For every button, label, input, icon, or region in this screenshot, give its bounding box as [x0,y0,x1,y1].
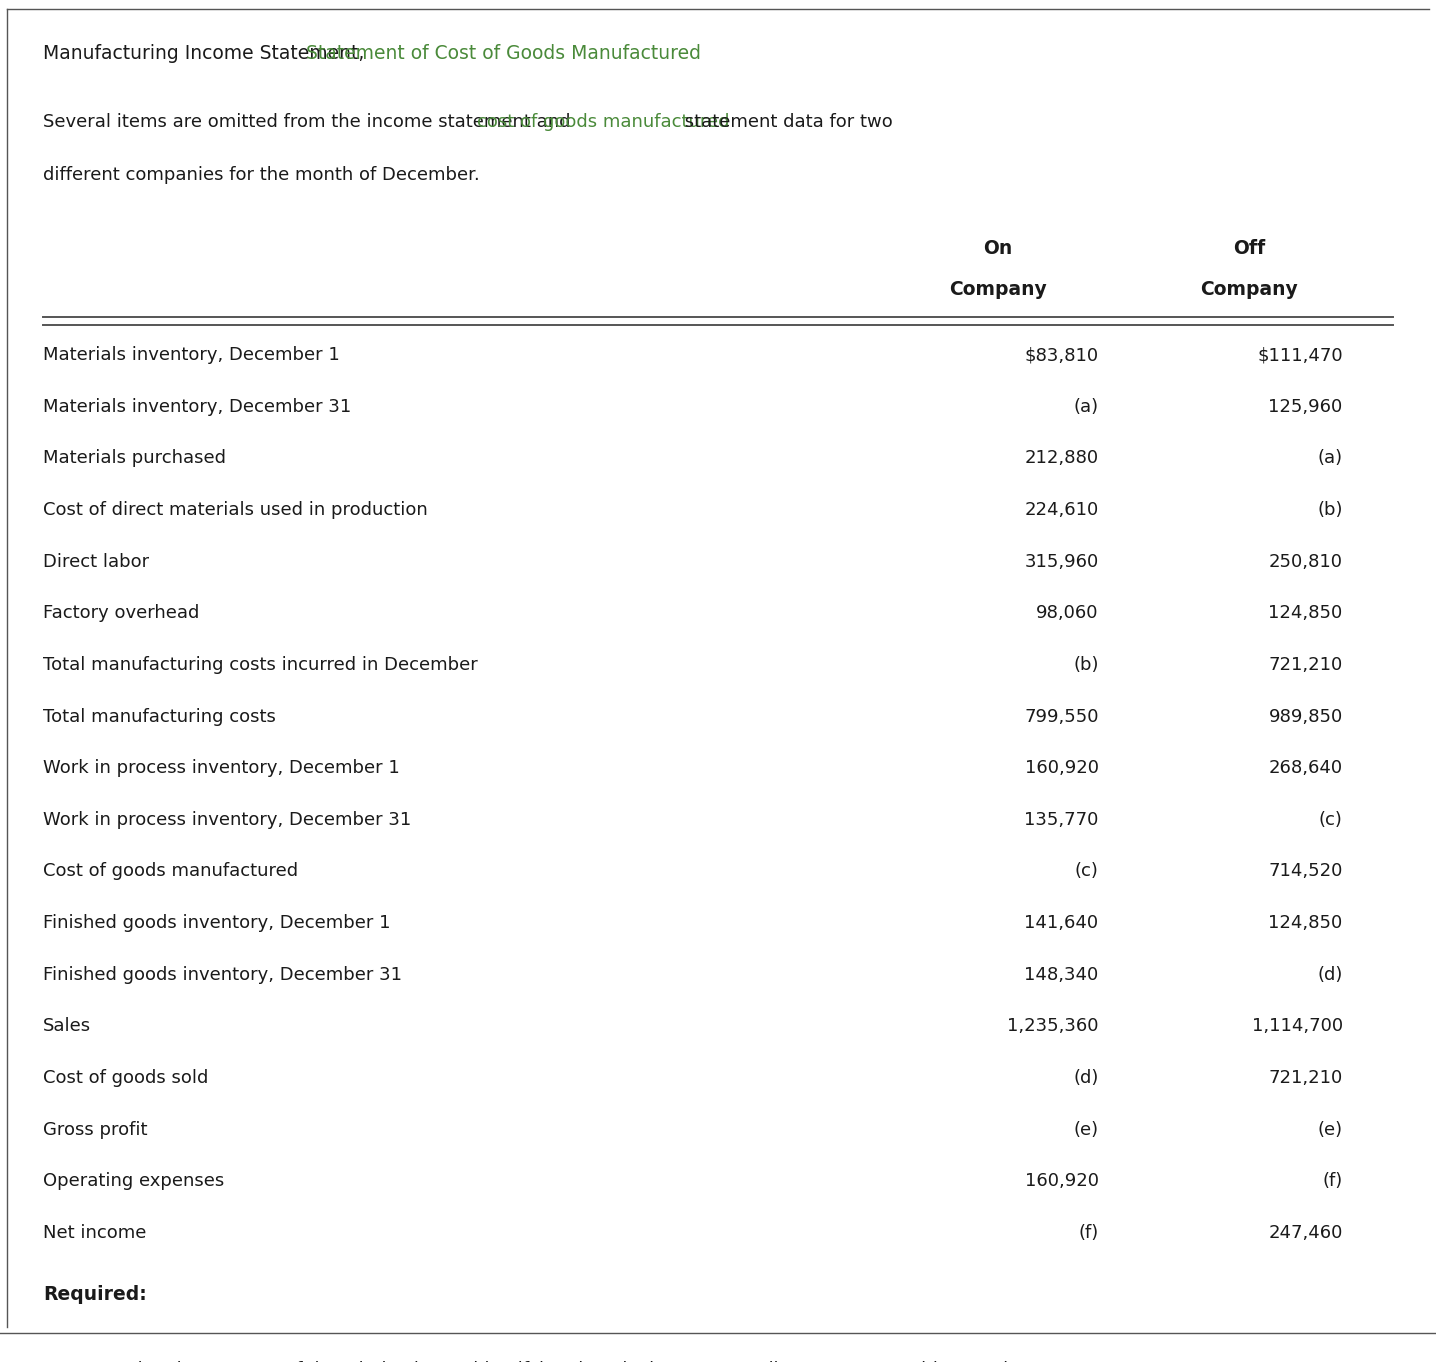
Text: Materials inventory, December 31: Materials inventory, December 31 [43,398,352,415]
Text: $83,810: $83,810 [1024,346,1099,364]
Text: (f): (f) [1323,1173,1343,1190]
Text: Cost of direct materials used in production: Cost of direct materials used in product… [43,501,428,519]
Text: 135,770: 135,770 [1024,810,1099,829]
Text: Materials inventory, December 1: Materials inventory, December 1 [43,346,340,364]
Text: Finished goods inventory, December 31: Finished goods inventory, December 31 [43,966,402,983]
Text: (b): (b) [1317,501,1343,519]
Text: (d): (d) [1317,966,1343,983]
Text: Company: Company [1200,279,1298,298]
Text: Several items are omitted from the income statement and: Several items are omitted from the incom… [43,113,576,131]
Text: 160,920: 160,920 [1024,1173,1099,1190]
Text: Work in process inventory, December 1: Work in process inventory, December 1 [43,759,399,778]
Text: Sales: Sales [43,1017,92,1035]
Text: Cost of goods manufactured: Cost of goods manufactured [43,862,299,880]
Text: statement data for two: statement data for two [679,113,893,131]
Text: (a): (a) [1074,398,1099,415]
Text: 98,060: 98,060 [1035,605,1099,622]
Text: Materials purchased: Materials purchased [43,449,225,467]
Text: Factory overhead: Factory overhead [43,605,200,622]
Text: (c): (c) [1318,810,1343,829]
Text: cost of goods manufactured: cost of goods manufactured [477,113,729,131]
Text: 1,235,360: 1,235,360 [1007,1017,1099,1035]
Text: Gross profit: Gross profit [43,1121,148,1139]
Text: On: On [984,240,1012,259]
Text: Direct labor: Direct labor [43,553,149,571]
Text: 148,340: 148,340 [1024,966,1099,983]
Text: Total manufacturing costs incurred in December: Total manufacturing costs incurred in De… [43,656,478,674]
Text: Company: Company [949,279,1047,298]
Text: Cost of goods sold: Cost of goods sold [43,1069,208,1087]
Text: Off: Off [1234,240,1265,259]
Text: 141,640: 141,640 [1024,914,1099,932]
Text: (e): (e) [1318,1121,1343,1139]
Text: 315,960: 315,960 [1024,553,1099,571]
Text: 125,960: 125,960 [1268,398,1343,415]
Text: Finished goods inventory, December 1: Finished goods inventory, December 1 [43,914,391,932]
Text: 247,460: 247,460 [1268,1224,1343,1242]
Text: Total manufacturing costs: Total manufacturing costs [43,708,276,726]
Text: Required:: Required: [43,1286,146,1305]
Text: 250,810: 250,810 [1268,553,1343,571]
Text: (e): (e) [1074,1121,1099,1139]
Text: 124,850: 124,850 [1268,914,1343,932]
Text: 721,210: 721,210 [1268,656,1343,674]
Text: 124,850: 124,850 [1268,605,1343,622]
Text: Work in process inventory, December 31: Work in process inventory, December 31 [43,810,411,829]
Text: 714,520: 714,520 [1268,862,1343,880]
Text: Manufacturing Income Statement,: Manufacturing Income Statement, [43,44,370,63]
Text: 212,880: 212,880 [1024,449,1099,467]
Text: (c): (c) [1074,862,1099,880]
Text: 799,550: 799,550 [1024,708,1099,726]
Text: Net income: Net income [43,1224,146,1242]
Text: (a): (a) [1318,449,1343,467]
Text: 989,850: 989,850 [1268,708,1343,726]
Text: (b): (b) [1073,656,1099,674]
Text: Operating expenses: Operating expenses [43,1173,224,1190]
Text: 160,920: 160,920 [1024,759,1099,778]
Text: 721,210: 721,210 [1268,1069,1343,1087]
Text: different companies for the month of December.: different companies for the month of Dec… [43,166,480,184]
Text: (f): (f) [1078,1224,1099,1242]
Text: 268,640: 268,640 [1268,759,1343,778]
Text: (d): (d) [1073,1069,1099,1087]
Text: 224,610: 224,610 [1024,501,1099,519]
Text: $111,470: $111,470 [1256,346,1343,364]
Text: 1,114,700: 1,114,700 [1252,1017,1343,1035]
Text: Statement of Cost of Goods Manufactured: Statement of Cost of Goods Manufactured [306,44,701,63]
